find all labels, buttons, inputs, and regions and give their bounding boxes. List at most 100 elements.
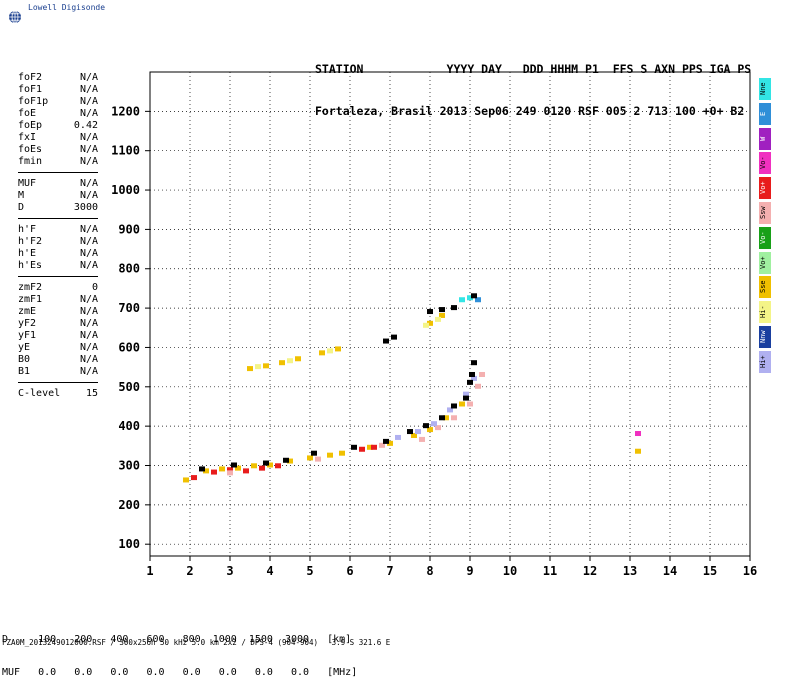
muf-frequency-row: MUF 0.0 0.0 0.0 0.0 0.0 0.0 0.0 0.0 [MHz…: [2, 667, 358, 678]
param-value: N/A: [79, 178, 98, 189]
echo-point: [443, 415, 449, 421]
param-value: N/A: [79, 366, 98, 377]
x-tick-label: 10: [503, 564, 517, 578]
param-row-b1: B1 N/A: [18, 366, 98, 378]
echo-point: [435, 425, 441, 431]
x-tick-label: 9: [466, 564, 473, 578]
param-name: fxI: [18, 132, 37, 143]
param-name: B1: [18, 366, 31, 377]
x-tick-label: 5: [306, 564, 313, 578]
echo-point: [467, 379, 473, 385]
param-value: 0: [91, 282, 98, 293]
echo-point: [315, 456, 321, 462]
echo-point: [279, 360, 285, 366]
echo-point: [235, 465, 241, 471]
echo-point: [367, 444, 373, 450]
param-value: N/A: [79, 224, 98, 235]
echo-point: [451, 305, 457, 311]
param-value: N/A: [79, 108, 98, 119]
param-value: N/A: [79, 306, 98, 317]
param-row-foep: foEp 0.42: [18, 120, 98, 132]
param-name: h'F2: [18, 236, 43, 247]
x-tick-label: 11: [543, 564, 557, 578]
file-info-footer: FZA0M_2013249012000.RSF / 300x256h 50 kH…: [2, 638, 391, 647]
echo-point: [471, 375, 477, 381]
param-row-foe: foE N/A: [18, 108, 98, 120]
param-row-yf2: yF2 N/A: [18, 318, 98, 330]
echo-point: [635, 431, 641, 437]
x-tick-label: 12: [583, 564, 597, 578]
legend-item-w: W: [759, 127, 771, 150]
echo-point: [327, 452, 333, 458]
param-separator: [18, 218, 98, 219]
param-name: h'E: [18, 248, 37, 259]
param-value: N/A: [79, 330, 98, 341]
y-tick-label: 600: [118, 340, 140, 354]
echo-point: [439, 415, 445, 421]
x-tick-label: 13: [623, 564, 637, 578]
plot-frame: [149, 71, 751, 557]
y-tick-label: 1200: [111, 104, 140, 118]
muf-distance-row: D 100 200 400 600 800 1000 1500 3000 [km…: [2, 634, 352, 645]
x-tick-label: 4: [266, 564, 273, 578]
echo-point: [251, 463, 257, 469]
param-value: N/A: [79, 260, 98, 271]
legend-item-e: E: [759, 102, 771, 125]
echo-point: [467, 401, 473, 407]
echo-point: [275, 463, 281, 469]
param-value: N/A: [79, 156, 98, 167]
echo-point: [351, 444, 357, 450]
param-row-ye: yE N/A: [18, 342, 98, 354]
echo-point: [227, 470, 233, 476]
param-value: N/A: [79, 342, 98, 353]
echo-point: [311, 450, 317, 456]
param-row-fxi: fxI N/A: [18, 132, 98, 144]
globe-icon: [9, 10, 21, 24]
echo-point: [255, 364, 261, 370]
echo-point: [295, 356, 301, 362]
y-tick-label: 700: [118, 301, 140, 315]
echo-point: [391, 334, 397, 340]
param-value: N/A: [79, 132, 98, 143]
y-tick-label: 300: [118, 458, 140, 472]
echo-point: [439, 312, 445, 318]
echo-point: [423, 423, 429, 429]
echo-point: [459, 401, 465, 407]
x-tick-label: 15: [703, 564, 717, 578]
y-tick-label: 100: [118, 537, 140, 551]
param-name: zmE: [18, 306, 37, 317]
x-tick-label: 16: [743, 564, 757, 578]
param-row-yf1: yF1 N/A: [18, 330, 98, 342]
param-row-zmf1: zmF1 N/A: [18, 294, 98, 306]
param-name: foE: [18, 108, 37, 119]
echo-point: [635, 448, 641, 454]
legend-item-voplus: Vo+: [759, 251, 771, 274]
param-name: C-level: [18, 388, 61, 399]
echo-point: [463, 391, 469, 397]
echo-point: [319, 350, 325, 356]
echo-point: [415, 429, 421, 435]
legend-item-sse: Sse: [759, 276, 771, 299]
y-tick-label: 1100: [111, 144, 140, 158]
echo-point: [427, 427, 433, 433]
echo-point: [447, 407, 453, 413]
echo-point: [191, 475, 197, 481]
param-row-b0: B0 N/A: [18, 354, 98, 366]
x-tick-label: 14: [663, 564, 677, 578]
param-name: foEs: [18, 144, 43, 155]
param-name: yF2: [18, 318, 37, 329]
param-row-fof1: foF1 N/A: [18, 84, 98, 96]
param-value: N/A: [79, 84, 98, 95]
legend-item-nnw: Nnw: [759, 325, 771, 348]
echo-point: [467, 295, 473, 301]
param-value: N/A: [79, 248, 98, 259]
param-value: N/A: [79, 190, 98, 201]
param-separator: [18, 172, 98, 173]
legend-item-hiplus: Hi+: [759, 350, 771, 373]
echo-point: [475, 297, 481, 303]
lowell-logo: Lowell Digisonde: [6, 2, 136, 24]
param-value: N/A: [79, 72, 98, 83]
x-tick-label: 8: [426, 564, 433, 578]
legend-item-ssw: Ssw: [759, 201, 771, 224]
param-name: zmF2: [18, 282, 43, 293]
